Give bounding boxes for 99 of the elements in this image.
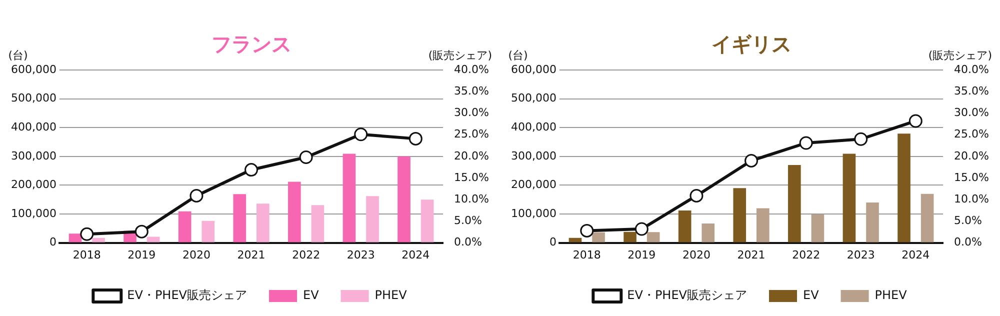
y2-tick-label: 0.0% bbox=[954, 236, 982, 249]
y2-tick-label: 35.0% bbox=[454, 84, 490, 98]
point bbox=[580, 224, 594, 238]
x-tick-label: 2018 bbox=[572, 248, 601, 262]
y-tick-label: 300,000 bbox=[510, 149, 556, 162]
x-tick-label: 2021 bbox=[737, 248, 766, 262]
point bbox=[634, 222, 648, 236]
point bbox=[80, 227, 94, 241]
y-tick-label: 500,000 bbox=[10, 92, 56, 105]
y2-axis-title: (販売シェア) bbox=[428, 48, 492, 62]
legend-label: EV bbox=[803, 288, 820, 302]
bar bbox=[146, 236, 160, 242]
chart-title: フランス bbox=[211, 32, 292, 56]
bar bbox=[646, 232, 660, 242]
x-tick-label: 2024 bbox=[402, 248, 430, 262]
y2-tick-label: 15.0% bbox=[454, 170, 490, 184]
y2-tick-label: 0.0% bbox=[454, 236, 482, 249]
bar bbox=[256, 204, 270, 242]
legend-label: EV・PHEV販売シェア bbox=[627, 288, 747, 302]
point bbox=[854, 132, 868, 146]
bar bbox=[420, 200, 434, 242]
bar bbox=[756, 208, 770, 242]
point bbox=[354, 128, 368, 142]
bar bbox=[568, 238, 582, 242]
y-tick-label: 200,000 bbox=[510, 178, 556, 192]
y-tick-label: 300,000 bbox=[10, 149, 56, 162]
bar bbox=[178, 211, 192, 242]
x-tick-label: 2020 bbox=[182, 248, 210, 262]
bar bbox=[866, 202, 879, 242]
bar bbox=[678, 210, 692, 242]
y2-tick-label: 5.0% bbox=[454, 214, 482, 228]
y2-tick-label: 25.0% bbox=[454, 128, 490, 141]
bar bbox=[288, 182, 301, 242]
bar bbox=[920, 194, 934, 242]
bar bbox=[811, 214, 824, 242]
x-tick-label: 2019 bbox=[628, 248, 656, 262]
y2-tick-label: 20.0% bbox=[954, 149, 990, 162]
point bbox=[799, 136, 813, 150]
y2-tick-label: 40.0% bbox=[454, 62, 490, 76]
y-axis-title: (台) bbox=[508, 48, 528, 62]
x-tick-label: 2018 bbox=[72, 248, 101, 262]
legend-label: PHEV bbox=[374, 288, 408, 302]
point bbox=[299, 150, 313, 164]
y-tick-label: 500,000 bbox=[510, 92, 556, 105]
bar bbox=[92, 238, 105, 242]
bar bbox=[842, 154, 856, 242]
x-tick-label: 2021 bbox=[237, 248, 266, 262]
bar bbox=[68, 234, 82, 242]
y-tick-label: 0 bbox=[49, 236, 56, 249]
point bbox=[690, 188, 704, 202]
bar bbox=[592, 232, 605, 242]
x-tick-label: 2023 bbox=[346, 248, 375, 262]
bar bbox=[233, 194, 246, 242]
y2-tick-label: 25.0% bbox=[954, 128, 990, 141]
legend-label: EV bbox=[303, 288, 320, 302]
point bbox=[908, 114, 922, 128]
bar bbox=[898, 134, 910, 242]
legend-label: EV・PHEV販売シェア bbox=[127, 288, 247, 302]
bar bbox=[702, 224, 715, 242]
x-tick-label: 2022 bbox=[792, 248, 820, 262]
y2-tick-label: 15.0% bbox=[954, 170, 990, 184]
y2-tick-label: 5.0% bbox=[954, 214, 982, 228]
y2-tick-label: 35.0% bbox=[954, 84, 990, 98]
y2-axis-title: (販売シェア) bbox=[928, 48, 992, 62]
point bbox=[744, 154, 758, 168]
bar bbox=[733, 188, 746, 242]
x-tick-label: 2020 bbox=[682, 248, 710, 262]
bar bbox=[624, 232, 636, 242]
y-tick-label: 400,000 bbox=[10, 120, 56, 134]
x-tick-label: 2024 bbox=[902, 248, 930, 262]
y2-tick-label: 20.0% bbox=[454, 149, 490, 162]
y-tick-label: 100,000 bbox=[510, 206, 556, 220]
bar bbox=[366, 196, 379, 242]
bar bbox=[398, 156, 410, 242]
bar bbox=[202, 220, 215, 242]
bar bbox=[342, 154, 356, 242]
y-tick-label: 200,000 bbox=[10, 178, 56, 192]
y2-tick-label: 30.0% bbox=[454, 106, 490, 120]
point bbox=[408, 132, 422, 146]
y-tick-label: 0 bbox=[549, 236, 556, 249]
y2-tick-label: 10.0% bbox=[454, 192, 490, 206]
y-tick-label: 600,000 bbox=[10, 62, 56, 76]
chart-title: イギリス bbox=[711, 32, 792, 56]
y-tick-label: 600,000 bbox=[510, 62, 556, 76]
legend-label: PHEV bbox=[874, 288, 908, 302]
point bbox=[134, 224, 148, 238]
bar bbox=[311, 205, 324, 242]
x-tick-label: 2023 bbox=[846, 248, 875, 262]
y-tick-label: 400,000 bbox=[510, 120, 556, 134]
y2-tick-label: 40.0% bbox=[954, 62, 990, 76]
y2-tick-label: 30.0% bbox=[954, 106, 990, 120]
x-tick-label: 2022 bbox=[292, 248, 320, 262]
y-axis-title: (台) bbox=[8, 48, 28, 62]
y-tick-label: 100,000 bbox=[10, 206, 56, 220]
point bbox=[244, 163, 258, 177]
bar bbox=[788, 165, 801, 242]
x-tick-label: 2019 bbox=[128, 248, 156, 262]
y2-tick-label: 10.0% bbox=[954, 192, 990, 206]
point bbox=[190, 188, 204, 202]
